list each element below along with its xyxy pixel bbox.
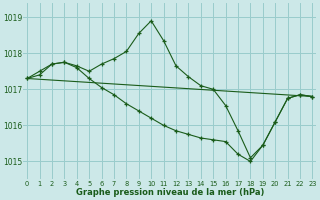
X-axis label: Graphe pression niveau de la mer (hPa): Graphe pression niveau de la mer (hPa) bbox=[76, 188, 264, 197]
